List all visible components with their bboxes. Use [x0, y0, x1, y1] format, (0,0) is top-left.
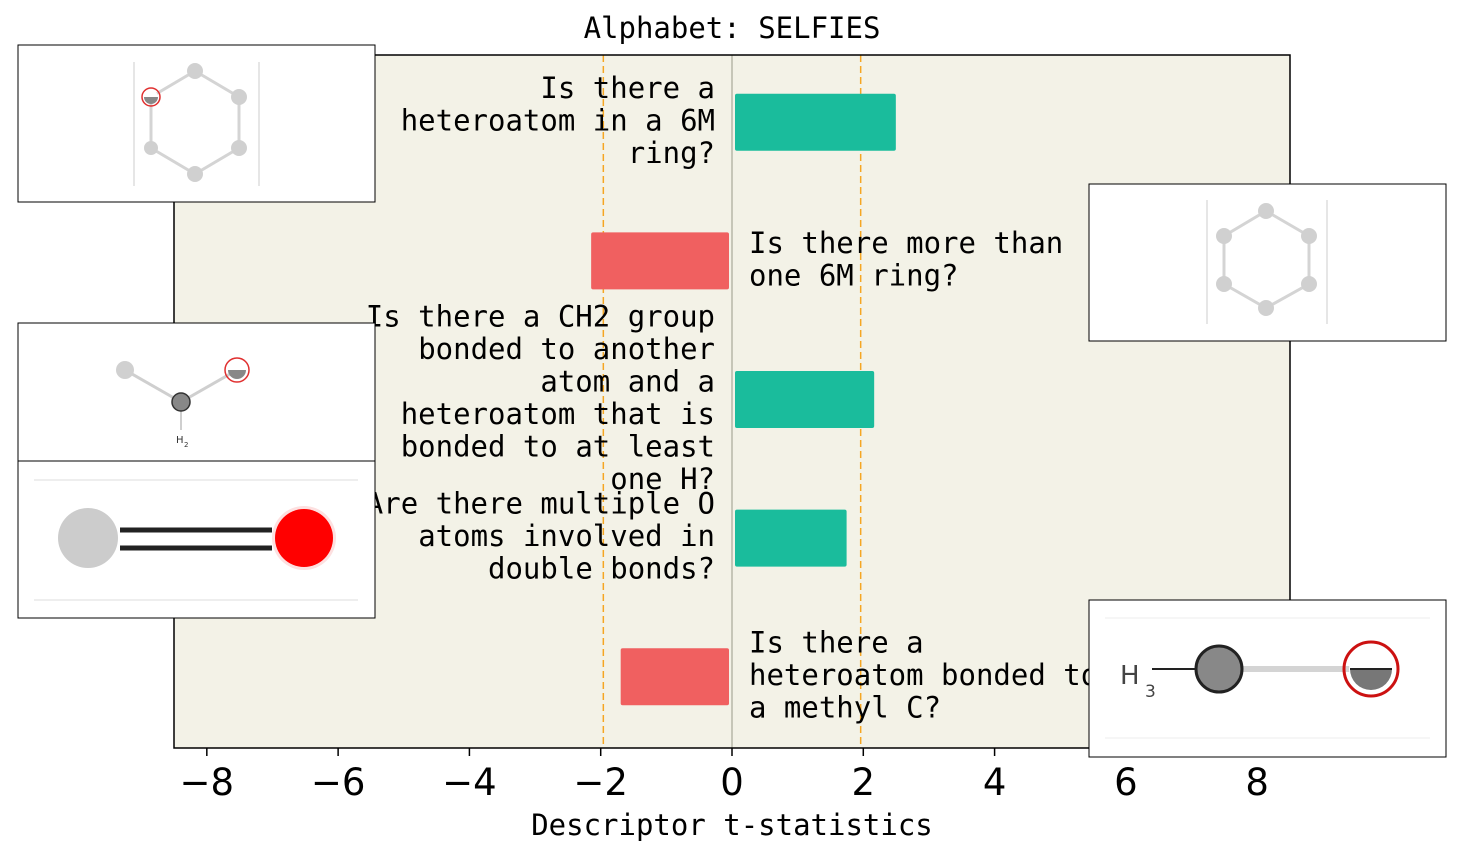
bar-1: [591, 232, 729, 290]
x-tick-label-0: −8: [180, 761, 235, 804]
ch2-h-subscript: 2: [184, 441, 188, 449]
inset-carbonyl: [17, 460, 376, 619]
chart-title: Alphabet: SELFIES: [584, 11, 881, 45]
bar-3: [735, 509, 847, 567]
bar-label-2: Is there a CH2 group bonded to another ato…: [366, 299, 715, 496]
methyl-h-subscript: 3: [1145, 682, 1156, 702]
bar-4: [620, 648, 729, 706]
x-tick-label-8: 8: [1245, 761, 1269, 804]
bar-label-0: Is there a heteroatom in a 6M ring?: [401, 71, 715, 170]
inset-6m-ring: [1088, 183, 1447, 342]
x-tick-label-6: 4: [983, 761, 1007, 804]
x-tick-label-3: −2: [573, 761, 628, 804]
methyl-h-label: H: [1120, 661, 1140, 691]
bar-0: [735, 93, 896, 151]
x-tick-label-1: −6: [311, 761, 366, 804]
x-tick-label-2: −4: [442, 761, 497, 804]
bar-label-1: Is there more than one 6M ring?: [749, 226, 1063, 293]
bar-label-4: Is there a heteroatom bonded to a methyl C…: [749, 625, 1098, 724]
inset-ch2-group: H 2: [17, 322, 376, 464]
ch2-h-label: H: [176, 435, 184, 446]
x-axis-label: Descriptor t-statistics: [531, 808, 933, 842]
x-tick-label-4: 0: [720, 761, 744, 804]
x-tick-label-7: 6: [1114, 761, 1138, 804]
inset-methyl-heteroatom: H 3: [1088, 599, 1447, 758]
inset-hetero-6m-ring: [17, 44, 376, 203]
bar-2: [735, 371, 875, 428]
x-tick-label-5: 2: [852, 761, 876, 804]
